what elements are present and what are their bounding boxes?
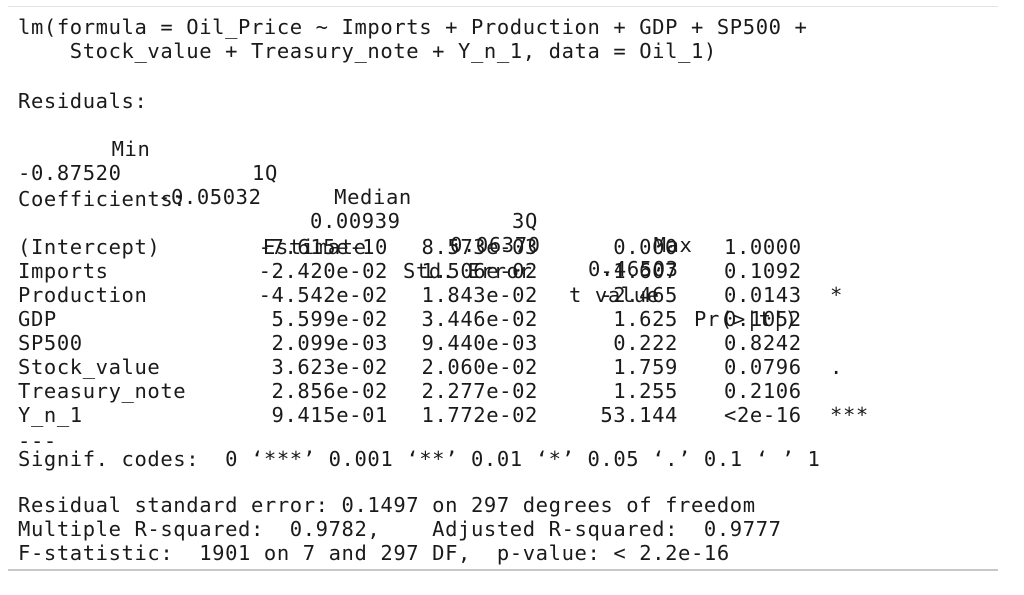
coefficient-estimate: 9.415e-01 — [271, 403, 388, 427]
coefficient-std-error: 1.506e-02 — [421, 259, 538, 283]
coefficient-std-error: 8.573e-03 — [421, 235, 538, 259]
coefficient-estimate: 5.599e-02 — [271, 307, 388, 331]
model-call-line-1: lm(formula = Oil_Price ~ Imports + Produ… — [18, 15, 808, 39]
coefficient-std-error: 1.843e-02 — [421, 283, 538, 307]
column-estimate: Estimate — [263, 235, 367, 259]
coefficient-std-error: 2.277e-02 — [421, 379, 538, 403]
residual-label-3q: 3Q — [512, 209, 538, 233]
coefficient-name: Treasury_note — [18, 379, 187, 403]
coefficient-t-value: 1.759 — [613, 355, 678, 379]
model-call-line-2: Stock_value + Treasury_note + Y_n_1, dat… — [18, 39, 717, 63]
residuals-values-row: -0.87520 -0.05032 0.00939 0.06370 0.4650… — [18, 137, 718, 281]
signif-codes-line: Signif. codes: 0 ‘***’ 0.001 ‘**’ 0.01 ‘… — [18, 447, 821, 471]
coefficient-estimate: 3.623e-02 — [271, 355, 388, 379]
coefficient-p-value: 0.1052 — [724, 307, 802, 331]
residual-value-3q: 0.06370 — [450, 233, 541, 257]
coefficient-name: Y_n_1 — [18, 403, 83, 427]
coefficient-name: Imports — [18, 259, 109, 283]
residual-value-min: -0.87520 — [18, 161, 122, 185]
coefficient-estimate: -2.420e-02 — [258, 259, 388, 283]
coefficient-std-error: 3.446e-02 — [421, 307, 538, 331]
coefficient-name: (Intercept) — [18, 235, 161, 259]
coefficient-row: Y_n_1 9.415e-01 1.772e-02 53.144 <2e-16 *** — [18, 403, 978, 427]
coefficient-p-value: 0.0143 — [724, 283, 802, 307]
coefficient-t-value: 0.222 — [613, 331, 678, 355]
residuals-header: Residuals: — [18, 89, 148, 113]
coefficient-row: (Intercept) -7.615e-10 8.573e-03 0.000 1.000… — [18, 235, 978, 259]
coefficient-t-value: 1.625 — [613, 307, 678, 331]
coefficient-signif: * — [830, 283, 843, 307]
coefficient-signif: *** — [830, 403, 869, 427]
coefficient-estimate: 2.099e-03 — [271, 331, 388, 355]
coefficient-p-value: 0.2106 — [724, 379, 802, 403]
f-statistic-line: F-statistic: 1901 on 7 and 297 DF, p-val… — [18, 541, 730, 565]
coefficient-signif: . — [830, 355, 843, 379]
r-squared-line: Multiple R-squared: 0.9782, Adjusted R-s… — [18, 517, 782, 541]
coefficient-row: Production -4.542e-02 1.843e-02 -2.465 0.014… — [18, 283, 978, 307]
residual-standard-error-line: Residual standard error: 0.1497 on 297 d… — [18, 493, 756, 517]
coefficient-name: Stock_value — [18, 355, 161, 379]
column-std-error: Std. Error — [403, 259, 533, 283]
coefficient-std-error: 2.060e-02 — [421, 355, 538, 379]
residual-label-median: Median — [334, 185, 412, 209]
column-p-value: Pr(>|t|) — [694, 307, 798, 331]
coefficient-p-value: 1.0000 — [724, 235, 802, 259]
coefficient-name: GDP — [18, 307, 57, 331]
coefficient-name: Production — [18, 283, 148, 307]
coefficient-p-value: <2e-16 — [724, 403, 802, 427]
separator-line: --- — [18, 429, 57, 453]
coefficient-row: Imports -2.420e-02 1.506e-02 -1.607 0.1092 — [18, 259, 978, 283]
coefficient-t-value: 1.255 — [613, 379, 678, 403]
coefficient-p-value: 0.0796 — [724, 355, 802, 379]
coefficient-p-value: 0.8242 — [724, 331, 802, 355]
coefficient-row: SP500 2.099e-03 9.440e-03 0.222 0.8242 — [18, 331, 978, 355]
coefficient-row: Stock_value 3.623e-02 2.060e-02 1.759 0.0796… — [18, 355, 978, 379]
coefficient-std-error: 1.772e-02 — [421, 403, 538, 427]
coefficient-estimate: -4.542e-02 — [258, 283, 388, 307]
coefficient-name: SP500 — [18, 331, 83, 355]
coefficient-row: GDP 5.599e-02 3.446e-02 1.625 0.1052 — [18, 307, 978, 331]
residual-label-max: Max — [653, 233, 693, 257]
r-console-output: lm(formula = Oil_Price ~ Imports + Produ… — [8, 6, 998, 571]
coefficient-estimate: -7.615e-10 — [258, 235, 388, 259]
coefficient-estimate: 2.856e-02 — [271, 379, 388, 403]
residuals-labels-row: Min 1Q Median 3Q Max — [18, 113, 718, 257]
residual-label-1q: 1Q — [252, 161, 278, 185]
residual-value-max: 0.46503 — [588, 257, 679, 281]
coefficient-p-value: 0.1092 — [724, 259, 802, 283]
coefficients-header: Coefficients: — [18, 187, 187, 211]
residual-value-1q: -0.05032 — [158, 185, 262, 209]
coefficient-row: Treasury_note 2.856e-02 2.277e-02 1.255 0.21… — [18, 379, 978, 403]
coefficients-column-headers: Estimate Std. Error t value Pr(>|t|) — [18, 211, 978, 331]
coefficient-t-value: 53.144 — [600, 403, 678, 427]
residual-value-median: 0.00939 — [310, 209, 401, 233]
residual-label-min: Min — [111, 137, 151, 161]
coefficient-t-value: -2.465 — [600, 283, 678, 307]
column-t-value: t value — [569, 283, 660, 307]
coefficient-t-value: -1.607 — [600, 259, 678, 283]
coefficient-std-error: 9.440e-03 — [421, 331, 538, 355]
coefficient-t-value: 0.000 — [613, 235, 678, 259]
